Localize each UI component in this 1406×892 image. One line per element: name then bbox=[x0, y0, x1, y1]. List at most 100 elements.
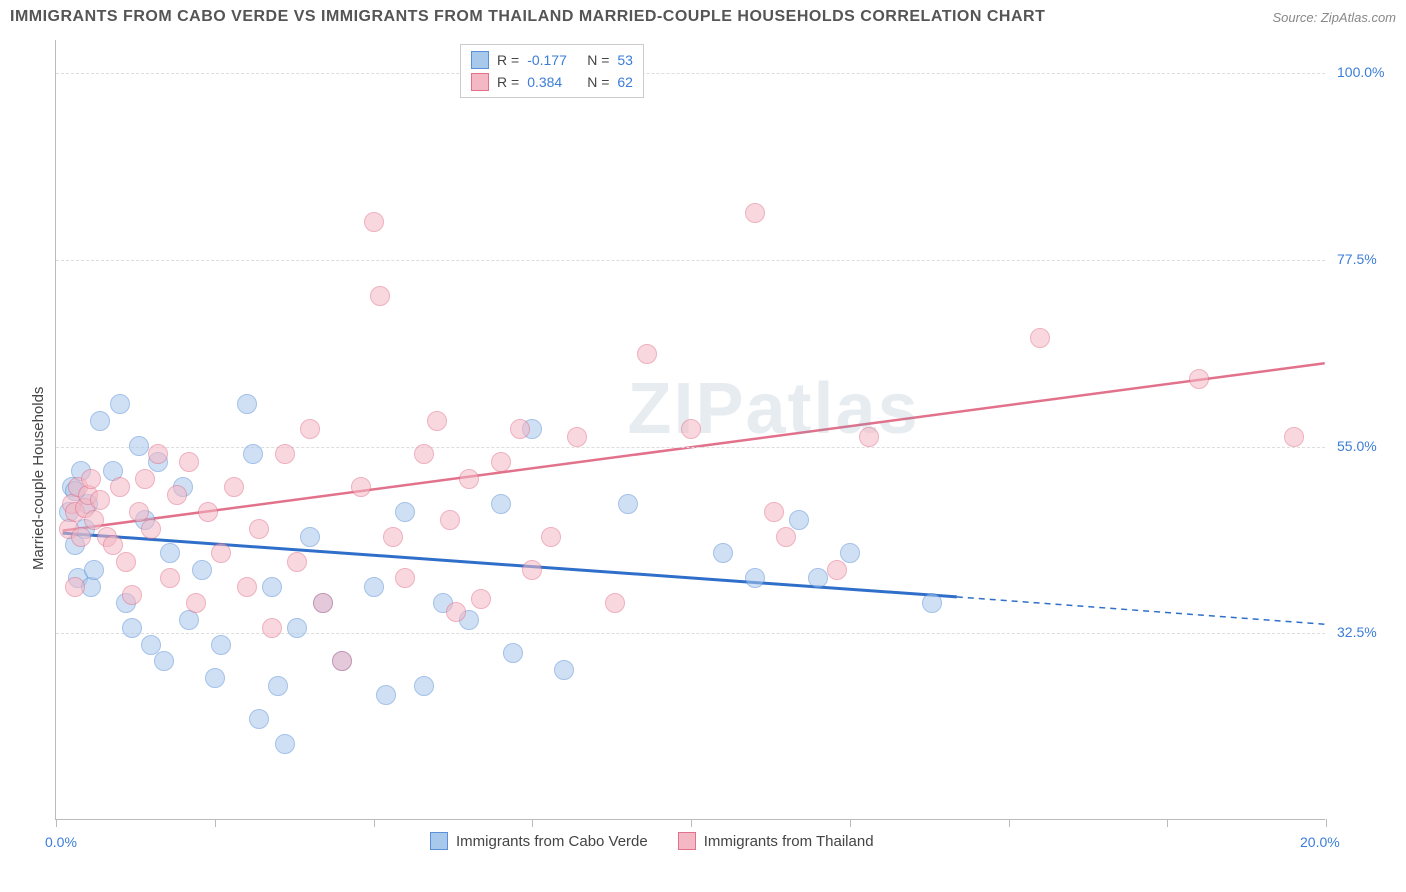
data-point bbox=[275, 734, 295, 754]
legend-series-label: Immigrants from Cabo Verde bbox=[456, 833, 648, 850]
data-point bbox=[237, 394, 257, 414]
data-point bbox=[135, 469, 155, 489]
data-point bbox=[554, 660, 574, 680]
data-point bbox=[351, 477, 371, 497]
data-point bbox=[129, 436, 149, 456]
r-value: 0.384 bbox=[527, 71, 579, 93]
data-point bbox=[122, 585, 142, 605]
legend-swatch bbox=[471, 51, 489, 69]
data-point bbox=[522, 560, 542, 580]
series-legend: Immigrants from Cabo Verde Immigrants fro… bbox=[430, 832, 874, 850]
n-value: 53 bbox=[617, 49, 633, 71]
data-point bbox=[1189, 369, 1209, 389]
data-point bbox=[491, 494, 511, 514]
data-point bbox=[148, 444, 168, 464]
x-tick bbox=[691, 819, 692, 827]
data-point bbox=[110, 394, 130, 414]
data-point bbox=[160, 568, 180, 588]
data-point bbox=[827, 560, 847, 580]
x-tick bbox=[850, 819, 851, 827]
x-tick bbox=[1167, 819, 1168, 827]
data-point bbox=[427, 411, 447, 431]
legend-swatch bbox=[678, 832, 696, 850]
data-point bbox=[414, 676, 434, 696]
data-point bbox=[186, 593, 206, 613]
data-point bbox=[192, 560, 212, 580]
x-tick bbox=[56, 819, 57, 827]
data-point bbox=[237, 577, 257, 597]
data-point bbox=[205, 668, 225, 688]
gridline bbox=[56, 260, 1325, 261]
legend-swatch bbox=[471, 73, 489, 91]
data-point bbox=[122, 618, 142, 638]
data-point bbox=[567, 427, 587, 447]
data-point bbox=[541, 527, 561, 547]
data-point bbox=[745, 568, 765, 588]
x-tick-label: 0.0% bbox=[45, 834, 77, 850]
data-point bbox=[198, 502, 218, 522]
correlation-legend: R = -0.177 N = 53R =0.384N =62 bbox=[460, 44, 644, 98]
data-point bbox=[332, 651, 352, 671]
data-point bbox=[364, 577, 384, 597]
data-point bbox=[446, 602, 466, 622]
legend-series-item: Immigrants from Cabo Verde bbox=[430, 832, 648, 850]
data-point bbox=[808, 568, 828, 588]
data-point bbox=[300, 527, 320, 547]
data-point bbox=[249, 519, 269, 539]
scatter-plot-area: ZIPatlas bbox=[55, 40, 1325, 820]
data-point bbox=[211, 543, 231, 563]
data-point bbox=[922, 593, 942, 613]
data-point bbox=[440, 510, 460, 530]
data-point bbox=[71, 527, 91, 547]
gridline bbox=[56, 73, 1325, 74]
data-point bbox=[249, 709, 269, 729]
data-point bbox=[840, 543, 860, 563]
data-point bbox=[287, 618, 307, 638]
y-tick-label: 32.5% bbox=[1337, 624, 1377, 640]
legend-series-label: Immigrants from Thailand bbox=[704, 833, 874, 850]
source-label: Source: ZipAtlas.com bbox=[1272, 10, 1396, 25]
y-tick-label: 100.0% bbox=[1337, 64, 1384, 80]
x-tick bbox=[374, 819, 375, 827]
data-point bbox=[84, 560, 104, 580]
data-point bbox=[510, 419, 530, 439]
data-point bbox=[414, 444, 434, 464]
data-point bbox=[491, 452, 511, 472]
data-point bbox=[395, 568, 415, 588]
data-point bbox=[160, 543, 180, 563]
data-point bbox=[262, 618, 282, 638]
data-point bbox=[268, 676, 288, 696]
data-point bbox=[110, 477, 130, 497]
data-point bbox=[275, 444, 295, 464]
data-point bbox=[376, 685, 396, 705]
r-value: -0.177 bbox=[527, 49, 579, 71]
data-point bbox=[503, 643, 523, 663]
x-tick bbox=[1009, 819, 1010, 827]
data-point bbox=[637, 344, 657, 364]
data-point bbox=[789, 510, 809, 530]
data-point bbox=[141, 519, 161, 539]
r-label: R = bbox=[497, 49, 519, 71]
data-point bbox=[300, 419, 320, 439]
legend-swatch bbox=[430, 832, 448, 850]
data-point bbox=[90, 490, 110, 510]
data-point bbox=[211, 635, 231, 655]
x-tick bbox=[215, 819, 216, 827]
data-point bbox=[116, 552, 136, 572]
legend-series-item: Immigrants from Thailand bbox=[678, 832, 874, 850]
data-point bbox=[243, 444, 263, 464]
data-point bbox=[81, 469, 101, 489]
data-point bbox=[459, 469, 479, 489]
data-point bbox=[364, 212, 384, 232]
data-point bbox=[224, 477, 244, 497]
trend-line-extrapolated bbox=[957, 597, 1325, 624]
n-label: N = bbox=[587, 49, 609, 71]
legend-stat-row: R =0.384N =62 bbox=[471, 71, 633, 93]
data-point bbox=[287, 552, 307, 572]
data-point bbox=[179, 452, 199, 472]
legend-stat-row: R = -0.177 N = 53 bbox=[471, 49, 633, 71]
chart-title: IMMIGRANTS FROM CABO VERDE VS IMMIGRANTS… bbox=[10, 8, 1045, 26]
data-point bbox=[1030, 328, 1050, 348]
y-tick-label: 77.5% bbox=[1337, 251, 1377, 267]
n-value: 62 bbox=[617, 71, 633, 93]
